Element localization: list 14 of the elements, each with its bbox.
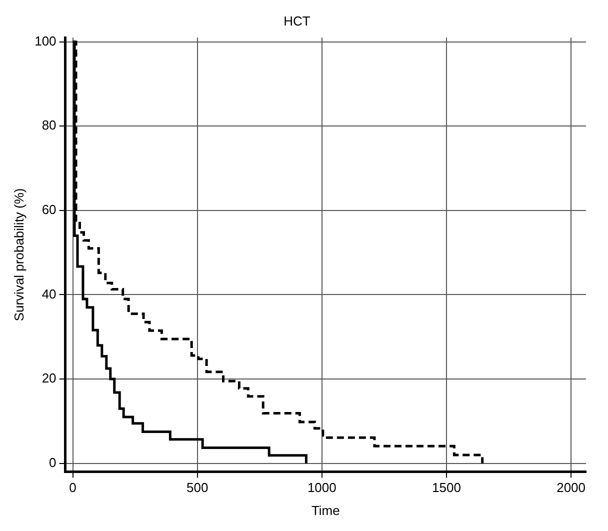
y-tick-label: 80 (42, 118, 56, 133)
y-tick-label: 0 (49, 454, 56, 470)
x-tick-label: 1500 (432, 480, 461, 496)
y-tick-label: 60 (42, 202, 56, 218)
y-tick-label: 40 (42, 286, 56, 302)
x-tick-label: 0 (69, 480, 76, 496)
x-tick-label: 2000 (556, 480, 586, 496)
y-axis-title: Survival probability (%) (11, 188, 26, 322)
x-tick-label: 1000 (307, 480, 336, 496)
x-tick-label: 500 (186, 480, 208, 496)
chart-title: HCT (284, 13, 310, 28)
x-axis-title: Time (311, 502, 340, 518)
y-tick-label: 20 (42, 370, 56, 386)
y-tick-label: 100 (34, 33, 56, 48)
